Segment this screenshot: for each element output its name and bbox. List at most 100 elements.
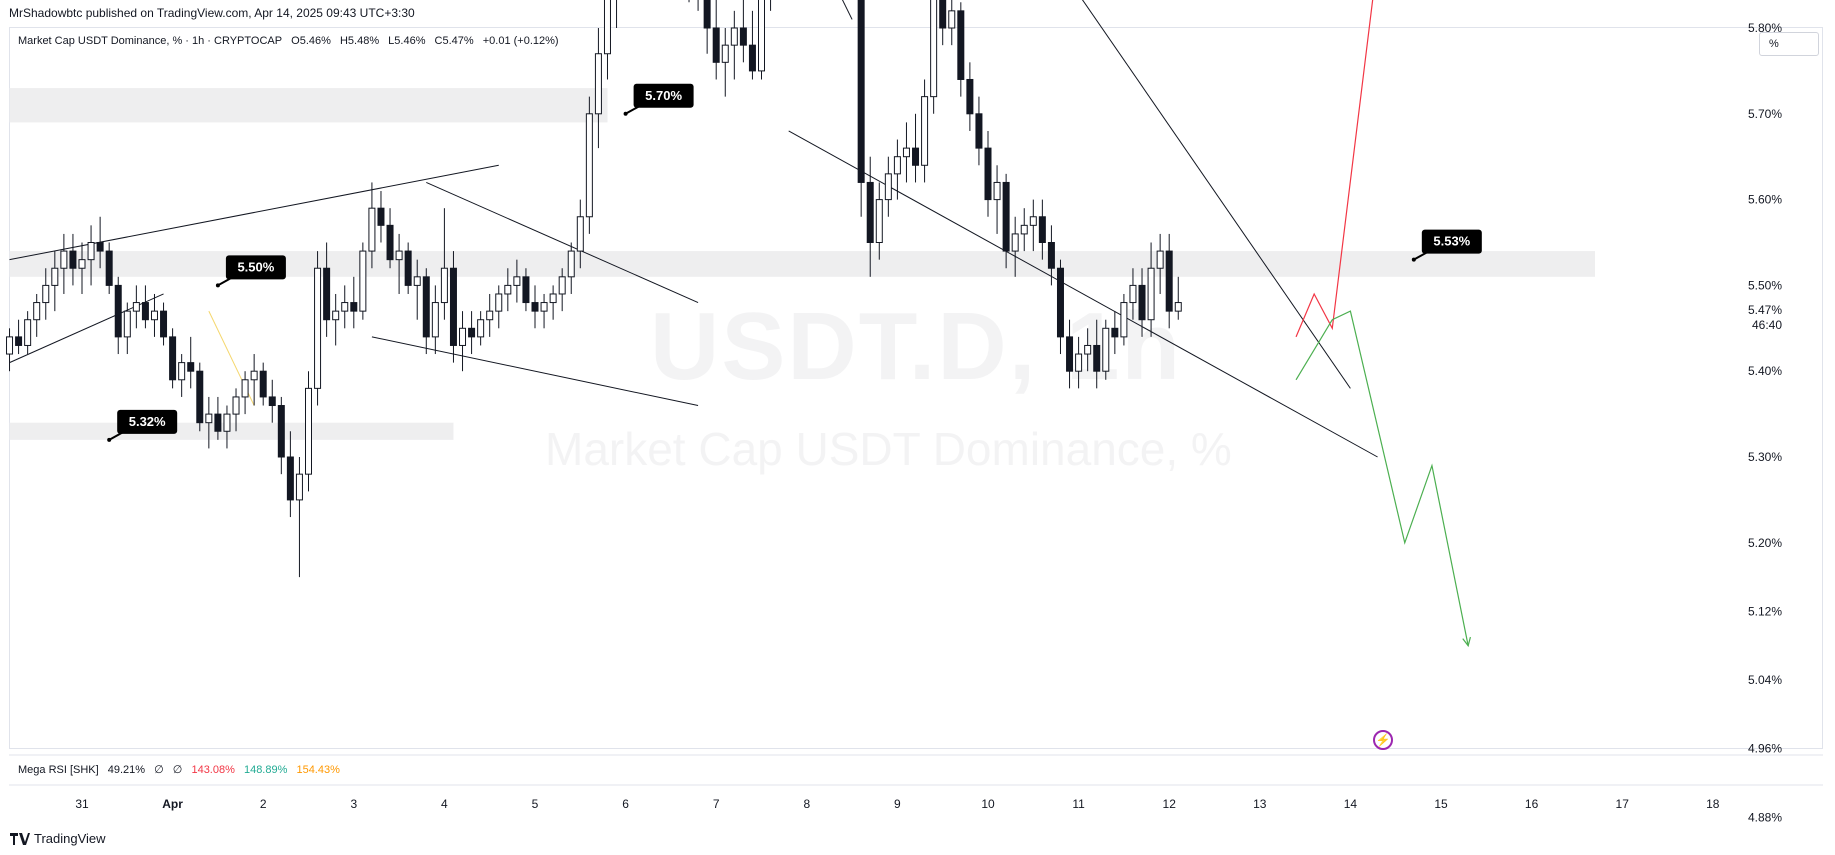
candle-body-115: [1047, 242, 1055, 269]
rsi-value-4: 143.08%: [191, 764, 235, 776]
candle-body-98: [893, 156, 901, 175]
candle-body-124: [1129, 284, 1137, 304]
candle-body-6: [60, 250, 68, 269]
y-tick-label-10: 5.40%: [1748, 364, 1782, 378]
candle-body-33: [305, 387, 312, 475]
x-tick-label-13: 13: [1253, 797, 1267, 811]
candle-body-42: [386, 224, 394, 261]
candle-body-78: [712, 27, 720, 63]
candle-body-3: [33, 302, 41, 321]
candle-body-39: [359, 250, 367, 312]
candle-body-2: [24, 319, 32, 346]
candle-body-18: [169, 336, 177, 381]
candle-body-103: [939, 0, 947, 29]
candle-body-43: [395, 250, 403, 261]
candle-body-36: [332, 310, 340, 321]
callout-box-2: [225, 255, 286, 280]
ohlc-open: O5.46%: [291, 35, 331, 47]
projection-path-0: [1295, 0, 1374, 338]
chart-frame[interactable]: [9, 27, 1823, 749]
watermark-ticker: USDT.D, 1h: [650, 293, 1183, 400]
x-tick-label-12: 12: [1163, 797, 1177, 811]
candle-body-128: [1165, 250, 1173, 312]
candle-body-22: [205, 413, 213, 424]
candle-body-108: [984, 147, 992, 201]
candle-body-45: [413, 276, 421, 286]
x-tick-label-17: 17: [1616, 797, 1630, 811]
candle-body-125: [1138, 284, 1146, 321]
trendline-6: [1081, 0, 1351, 389]
x-tick-label-7: 7: [713, 797, 720, 811]
candle-body-28: [259, 370, 267, 398]
candle-body-27: [250, 370, 258, 381]
candle-body-41: [377, 207, 385, 226]
ohlc-high: H5.48%: [339, 35, 380, 47]
projection-arrowhead-1: [1462, 636, 1472, 648]
candle-body-65: [594, 53, 602, 115]
candle-body-102: [930, 0, 938, 98]
watermark-name: Market Cap USDT Dominance, %: [545, 423, 1232, 475]
candle-body-120: [1093, 344, 1101, 372]
symbol-name[interactable]: Market Cap USDT Dominance, % · 1h · CRYP…: [18, 35, 283, 47]
zone-3: [9, 422, 454, 440]
candle-body-32: [295, 473, 303, 501]
price-unit-button[interactable]: %: [1759, 32, 1819, 56]
x-tick-label-5: 5: [532, 797, 539, 811]
callout-anchor-4: [1411, 257, 1416, 262]
candle-body-7: [69, 250, 77, 269]
candle-body-56: [513, 276, 521, 286]
candle-body-57: [522, 276, 530, 304]
publisher-line: MrShadowbtc published on TradingView.com…: [9, 6, 415, 20]
trendline-1: [9, 293, 164, 364]
tradingview-brand[interactable]: TradingView: [10, 831, 106, 846]
candle-body-81: [739, 27, 747, 46]
candle-body-110: [1002, 181, 1010, 252]
candle-body-82: [748, 44, 756, 72]
candle-body-37: [341, 302, 349, 312]
candle-body-9: [87, 242, 95, 261]
brand-text: TradingView: [34, 831, 106, 846]
x-tick-label-0: 31: [75, 797, 89, 811]
rsi-value-2: ∅: [154, 764, 164, 776]
candle-body-112: [1020, 224, 1028, 235]
candle-body-62: [567, 250, 575, 278]
candle-body-66: [603, 0, 611, 55]
lightning-icon[interactable]: ⚡: [1373, 730, 1393, 750]
y-tick-label-13: 5.12%: [1748, 604, 1782, 618]
x-tick-label-15: 15: [1434, 797, 1448, 811]
candle-body-94: [857, 0, 865, 183]
candle-body-11: [105, 250, 113, 286]
y-tick-label-9: 5.50%: [1748, 278, 1782, 292]
candle-body-95: [866, 181, 874, 244]
y-tick-label-12: 5.20%: [1748, 536, 1782, 550]
candle-body-123: [1120, 302, 1128, 338]
candle-body-40: [368, 207, 376, 252]
candle-body-77: [703, 0, 711, 29]
trendline-0: [9, 164, 499, 261]
x-tick-label-2: 2: [260, 797, 267, 811]
candle-body-101: [921, 96, 929, 166]
candle-body-58: [531, 302, 539, 312]
candle-body-106: [966, 78, 974, 115]
candle-body-16: [150, 310, 158, 321]
x-tick-label-8: 8: [803, 797, 810, 811]
x-tick-label-11: 11: [1072, 797, 1085, 811]
x-tick-label-3: 3: [350, 797, 357, 811]
candle-body-96: [875, 199, 883, 244]
ohlc-close: C5.47%: [434, 35, 474, 47]
trendline-2: [426, 181, 699, 304]
ohlc-low: L5.46%: [388, 35, 426, 47]
candle-body-44: [404, 250, 412, 286]
y-tick-label-16: 4.88%: [1748, 810, 1782, 824]
candle-body-109: [993, 181, 1001, 201]
candle-body-4: [42, 284, 50, 304]
candle-body-0: [6, 336, 14, 355]
candle-body-47: [431, 302, 439, 338]
x-tick-label-1: Apr: [162, 797, 183, 811]
candle-body-14: [132, 302, 140, 312]
rsi-name[interactable]: Mega RSI [SHK]: [18, 764, 99, 776]
candle-body-126: [1147, 267, 1155, 321]
candle-body-104: [948, 10, 956, 29]
y-tick-label-6: 5.80%: [1748, 21, 1782, 35]
